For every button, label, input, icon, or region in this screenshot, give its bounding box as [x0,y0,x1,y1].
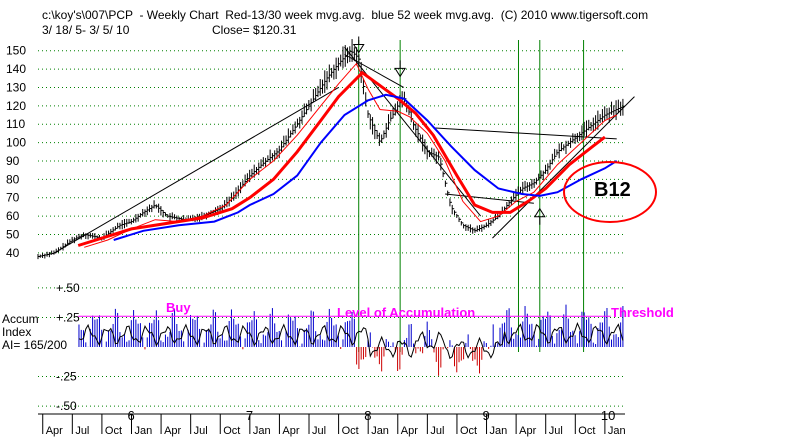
ma-52-week [113,93,618,241]
ai-axis-labels: +.50 +.25 -.25 -.50 [56,281,80,413]
moving-averages [77,62,618,248]
trendline [492,96,635,239]
month-label: Oct [342,425,359,437]
trendline [344,46,482,217]
close-price: Close= $120.31 [212,23,297,37]
month-label: Jan [490,425,508,437]
time-axis: Apr Jul Oct Jan Apr Jul Oct Jan Apr Jul Oct Jan Apr J… [38,408,626,437]
indicator-ai-ratio: AI= 165/200 [2,338,68,352]
ai-moving-average [78,322,624,360]
trendline [433,127,617,140]
ai-tick-label: +.50 [56,281,80,295]
month-label: Jan [371,425,389,437]
chart-title: c:\koy's\007\PCP - Weekly Chart Red-13/3… [42,8,649,22]
accumulation-index [78,304,624,376]
y-tick-label: 60 [6,209,20,223]
y-tick-label: 50 [6,227,20,241]
year-label: 6 [127,408,134,423]
buy-label: Buy [166,300,191,315]
month-label: Oct [223,425,240,437]
month-label: Apr [46,425,63,437]
year-label: 8 [364,408,371,423]
year-label: 10 [601,408,615,423]
indicator-name-2: Index [2,325,32,339]
month-label: Oct [578,425,595,437]
level-of-accumulation-label: Level of Accumulation [337,305,476,320]
y-tick-label: 130 [6,80,26,94]
y-tick-label: 120 [6,99,26,113]
b12-signal-label: B12 [594,179,631,201]
ma-30-week [77,70,606,247]
y-tick-label: 90 [6,154,20,168]
price-axis-labels: 40 50 60 70 80 90 100 110 120 130 140 150 [6,44,26,260]
signal-lines [358,40,585,352]
ai-tick-label: -.50 [56,399,77,413]
signal-arrow-up [533,207,546,225]
month-label: Jul [75,425,89,437]
b12-circle [563,161,657,223]
ai-tick-label: +.25 [56,310,80,324]
threshold-label: Threshold [611,305,674,320]
month-label: Jan [608,425,626,437]
y-tick-label: 110 [6,117,25,131]
month-label: Apr [164,425,181,437]
y-tick-label: 70 [6,191,20,205]
signal-arrow-down [394,60,407,78]
month-label: Jul [549,425,563,437]
trendlines [54,46,635,254]
y-tick-label: 40 [6,246,20,260]
y-tick-label: 140 [6,62,26,76]
signal-arrows [352,36,546,225]
month-label: Oct [105,425,122,437]
month-label: Jul [312,425,326,437]
month-label: Jan [253,425,271,437]
month-label: Jul [430,425,444,437]
price-bars [37,39,625,260]
y-tick-label: 150 [6,44,26,58]
month-label: Jan [134,425,152,437]
month-label: Jul [194,425,208,437]
ai-tick-label: -.25 [56,370,77,384]
month-label: Apr [282,425,299,437]
trendline [54,87,339,254]
month-label: Apr [401,425,418,437]
y-tick-label: 100 [6,136,26,150]
year-label: 7 [246,408,253,423]
year-label: 9 [483,408,490,423]
indicator-name-1: Accum [2,312,39,326]
signal-arrow-down [352,36,365,54]
date-range: 3/ 18/ 5- 3/ 5/ 10 [42,23,130,37]
ma-13-week [84,62,617,248]
month-label: Apr [519,425,536,437]
y-tick-label: 80 [6,172,20,186]
month-label: Oct [460,425,477,437]
